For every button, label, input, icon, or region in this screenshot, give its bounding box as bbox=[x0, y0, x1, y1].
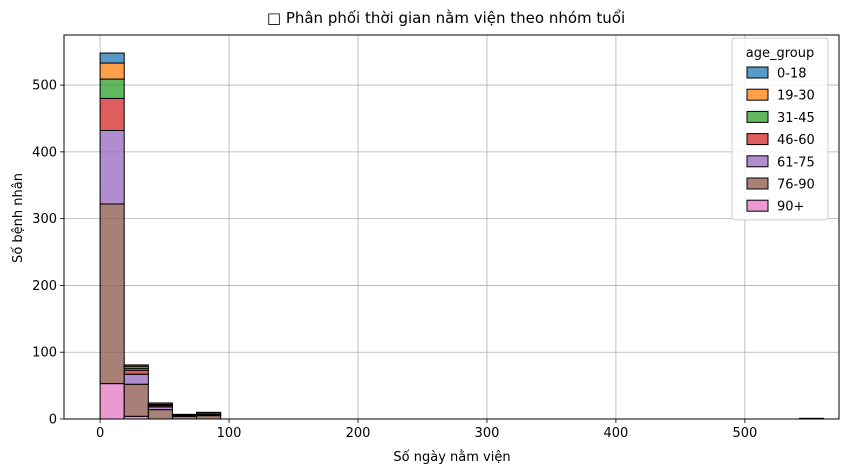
legend-label: 76-90 bbox=[777, 178, 815, 193]
legend-swatch bbox=[746, 199, 769, 212]
legend-frame bbox=[731, 37, 829, 221]
bar-segment-0-18 bbox=[147, 402, 173, 405]
legend: age_group 0-18 19-30 31-45 46-60 61-75 76-90 9… bbox=[731, 37, 829, 221]
y-axis-label: Số bệnh nhân bbox=[11, 173, 26, 263]
bar-segment-90+ bbox=[99, 383, 125, 420]
x-tick-label: 200 bbox=[346, 426, 371, 441]
chart-title: □ Phân phối thời gian nằm viện theo nhóm… bbox=[267, 9, 625, 27]
y-tick-label: 0 bbox=[49, 413, 57, 428]
y-tick-label: 500 bbox=[32, 79, 57, 94]
y-tick-label: 100 bbox=[32, 346, 57, 361]
bar-segment-46-60 bbox=[123, 369, 149, 375]
bar-segment-0-18 bbox=[196, 411, 222, 414]
bar-segment-0-18 bbox=[171, 413, 198, 416]
bar-segment-76-90 bbox=[196, 415, 222, 420]
bar-segment-0-18 bbox=[123, 364, 149, 367]
x-tick-label: 500 bbox=[732, 426, 757, 441]
y-axis-ticks: 0 100 200 300 400 500 bbox=[32, 79, 64, 428]
legend-label: 31-45 bbox=[777, 111, 815, 126]
bar-segment-31-45 bbox=[99, 78, 125, 99]
bar-segment-46-60 bbox=[99, 97, 125, 131]
y-tick-label: 300 bbox=[32, 212, 57, 227]
x-axis-label: Số ngày nằm viện bbox=[393, 450, 510, 465]
plot-frame bbox=[63, 34, 840, 420]
legend-label: 90+ bbox=[777, 200, 804, 215]
x-axis-ticks: 0 100 200 300 400 500 bbox=[96, 419, 757, 441]
x-tick-label: 0 bbox=[96, 426, 104, 441]
legend-swatch bbox=[746, 88, 769, 101]
bar-segment-76-90 bbox=[147, 409, 173, 420]
bars bbox=[99, 52, 825, 420]
legend-label: 0-18 bbox=[777, 67, 807, 82]
bar-segment-61-75 bbox=[123, 373, 149, 385]
bar-segment-61-75 bbox=[99, 129, 125, 205]
bar-segment-0-18 bbox=[99, 52, 125, 64]
y-tick-label: 400 bbox=[32, 145, 57, 160]
legend-label: 61-75 bbox=[777, 155, 815, 170]
plot-background bbox=[64, 35, 839, 419]
x-tick-label: 100 bbox=[217, 426, 242, 441]
plot-area: 0 100 200 300 400 500 0 100 200 300 400 500 bbox=[32, 34, 840, 441]
bar-segment-19-30 bbox=[99, 62, 125, 80]
legend-title: age_group bbox=[746, 46, 814, 61]
legend-label: 46-60 bbox=[777, 133, 815, 148]
bar-segment-76-90 bbox=[123, 383, 149, 417]
legend-label: 19-30 bbox=[777, 89, 815, 104]
legend-swatch bbox=[746, 110, 769, 123]
legend-swatch bbox=[746, 177, 769, 190]
y-tick-label: 200 bbox=[32, 279, 57, 294]
x-tick-label: 300 bbox=[475, 426, 500, 441]
legend-swatch bbox=[746, 66, 769, 79]
x-tick-label: 400 bbox=[603, 426, 628, 441]
bar-segment-76-90 bbox=[99, 203, 125, 385]
legend-swatch bbox=[746, 155, 769, 168]
legend-swatch bbox=[746, 133, 769, 146]
legend-items: 0-18 19-30 31-45 46-60 61-75 76-90 90+ bbox=[746, 66, 815, 215]
